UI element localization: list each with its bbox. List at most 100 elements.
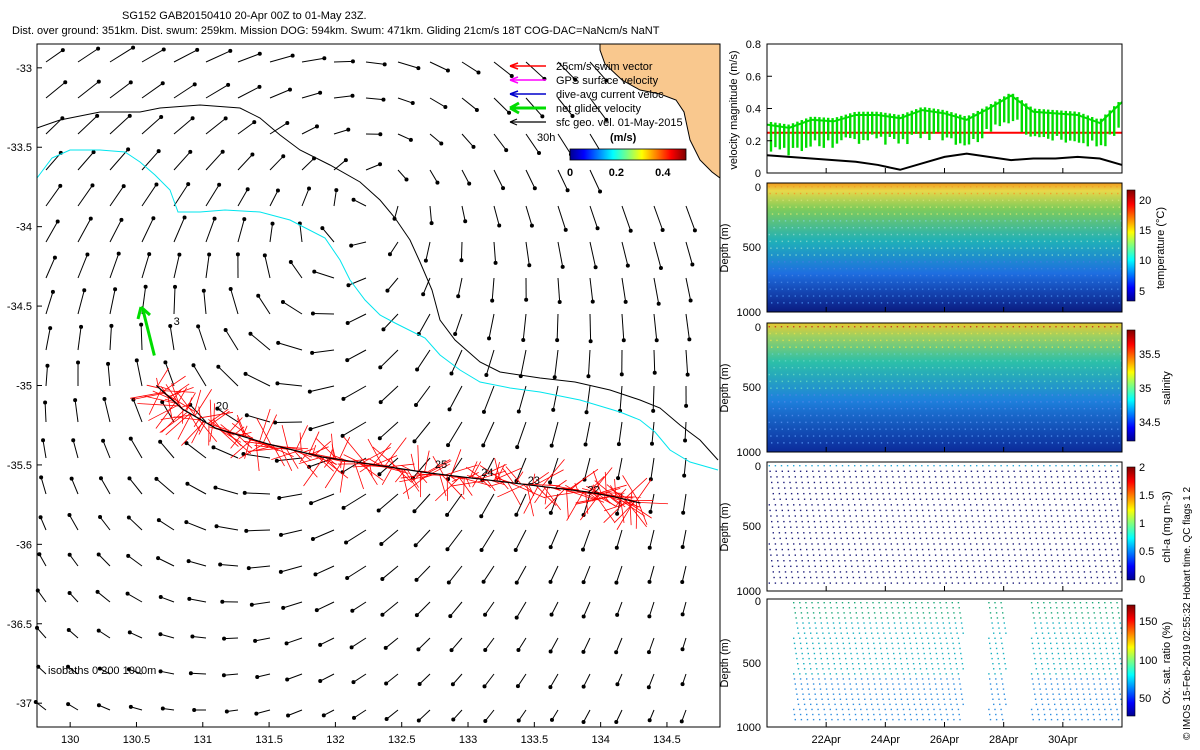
dive-point — [842, 470, 844, 472]
swim-vector — [198, 406, 202, 420]
swim-vector — [316, 455, 334, 472]
dive-point — [1047, 274, 1050, 277]
geo-velocity-arrow — [187, 596, 207, 603]
dive-point — [1038, 554, 1040, 556]
dive-point — [795, 206, 797, 208]
dive-point — [919, 274, 922, 277]
dive-point — [954, 302, 956, 304]
dive-point — [858, 408, 860, 410]
dive-point — [862, 520, 864, 523]
dive-point — [889, 632, 891, 634]
dive-point — [964, 240, 966, 243]
dive-point — [845, 213, 847, 215]
swim-vector — [629, 500, 632, 526]
dive-point — [967, 401, 969, 403]
dive-point — [817, 233, 819, 236]
dive-point — [1069, 481, 1072, 484]
dive-point — [836, 428, 838, 430]
geo-velocity-arrow — [446, 421, 463, 448]
dive-point — [1095, 213, 1097, 215]
dive-point — [944, 227, 946, 229]
dive-point — [903, 713, 905, 716]
dive-point — [1079, 326, 1082, 328]
dive-point — [972, 442, 974, 444]
dive-point — [966, 520, 968, 523]
dive-point — [921, 607, 924, 609]
dive-point — [939, 465, 941, 467]
dive-point — [838, 401, 841, 403]
dive-point — [1015, 565, 1018, 568]
dive-point — [899, 560, 901, 562]
geo-velocity-arrow — [377, 421, 399, 441]
dive-point — [1032, 339, 1034, 342]
dive-point — [819, 295, 821, 297]
dive-point — [821, 220, 823, 222]
swim-vector — [515, 471, 524, 484]
dive-point — [797, 274, 800, 277]
dive-point — [902, 708, 905, 711]
geo-velocity-arrow — [397, 169, 409, 182]
swim-vector — [544, 487, 548, 505]
dive-point — [854, 470, 857, 472]
dive-point — [1037, 509, 1040, 512]
dive-point — [814, 487, 816, 489]
chla-cbar-tick-1: 1 — [1139, 518, 1145, 530]
dive-point — [1041, 220, 1043, 222]
dive-point — [899, 657, 902, 660]
dive-point — [958, 607, 960, 609]
dive-point — [813, 652, 816, 655]
dive-point — [1108, 220, 1110, 222]
dive-point — [948, 487, 951, 489]
dive-point — [960, 657, 963, 660]
dive-point — [1049, 543, 1051, 545]
dive-point — [791, 227, 794, 229]
dive-point — [1045, 520, 1047, 523]
dive-point — [829, 233, 831, 236]
dive-point — [937, 571, 939, 573]
dive-point — [802, 353, 804, 355]
dive-point — [882, 663, 884, 665]
dive-point — [1019, 332, 1021, 335]
dive-point — [909, 607, 912, 609]
dive-point — [1070, 261, 1073, 263]
dive-point — [940, 288, 942, 290]
dive-point — [1009, 261, 1012, 263]
dive-point — [1025, 470, 1027, 472]
dive-point — [895, 537, 897, 540]
dive-point — [1069, 346, 1072, 348]
dive-point — [1067, 186, 1069, 188]
dive-point — [945, 602, 947, 604]
swim-vector — [624, 499, 647, 528]
dive-point — [898, 435, 900, 437]
dive-point — [988, 602, 990, 604]
dive-point — [800, 515, 803, 517]
dive-point — [1111, 515, 1114, 517]
dive-point — [1002, 295, 1004, 297]
dive-point — [777, 353, 780, 355]
dive-point — [925, 360, 927, 362]
dive-point — [1011, 537, 1013, 540]
dive-point — [903, 548, 905, 551]
dive-point — [946, 548, 948, 551]
dive-point — [844, 254, 846, 256]
dive-point — [1106, 520, 1108, 523]
dive-point — [1011, 227, 1013, 229]
dive-point — [856, 302, 858, 304]
dive-point — [961, 571, 964, 573]
dive-point — [996, 346, 999, 348]
dive-point — [803, 498, 806, 500]
dive-point — [838, 652, 840, 655]
dive-point — [869, 526, 871, 528]
dive-point — [887, 261, 890, 263]
dive-point — [825, 394, 828, 396]
dive-point — [894, 492, 896, 495]
dive-point — [974, 576, 977, 579]
dive-point — [915, 380, 918, 383]
dive-point — [781, 470, 783, 472]
dive-point — [1080, 380, 1082, 383]
geo-velocity-arrow — [397, 133, 413, 142]
geo-velocity-arrow — [235, 252, 240, 279]
dive-point — [942, 657, 944, 660]
dive-point — [1033, 394, 1035, 396]
dive-point — [1033, 206, 1035, 208]
